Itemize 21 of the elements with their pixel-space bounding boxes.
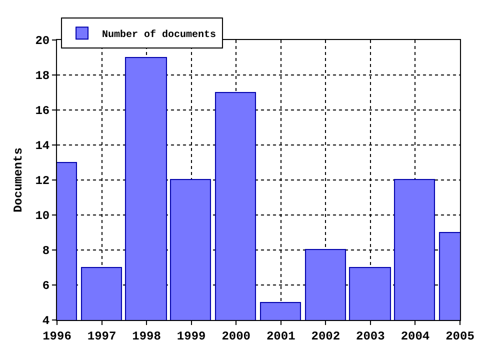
x-tick-label: 2003: [356, 329, 385, 344]
y-tick-label: 14: [35, 139, 50, 154]
x-tick-label: 1997: [87, 329, 116, 344]
y-tick-label: 10: [35, 209, 50, 224]
x-tick-label: 1996: [42, 329, 72, 344]
y-tick-label: 4: [42, 314, 50, 328]
legend-label: Number of documents: [102, 29, 216, 41]
x-tick-label: 1998: [132, 329, 161, 344]
x-tick-label: 2002: [311, 329, 340, 344]
y-axis-title: Documents: [11, 148, 26, 212]
y-tick-label: 8: [42, 244, 50, 258]
x-tick-label: 1999: [176, 329, 206, 344]
y-tick-label: 6: [42, 279, 50, 294]
x-tick-label: 2001: [266, 329, 296, 344]
y-tick-label: 18: [35, 69, 50, 84]
x-tick-label: 2005: [446, 329, 474, 344]
y-tick-label: 12: [35, 174, 50, 188]
x-tick-label: 2004: [400, 329, 430, 344]
y-tick-label: 20: [35, 34, 50, 48]
x-tick-label: 2000: [222, 329, 251, 344]
y-tick-label: 16: [35, 104, 50, 118]
